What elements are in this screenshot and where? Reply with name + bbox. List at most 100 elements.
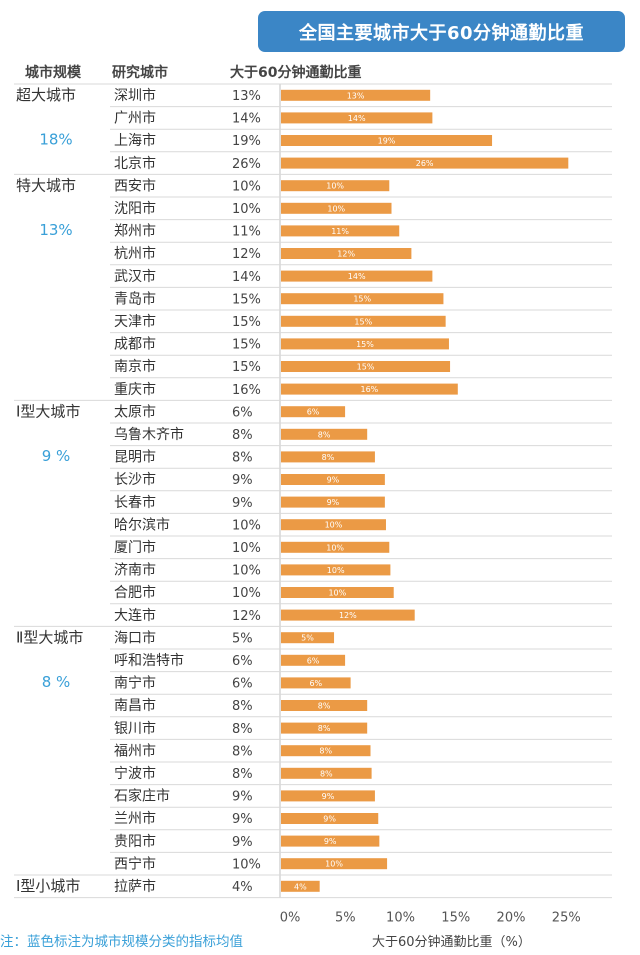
- bar-青岛市: [281, 293, 444, 305]
- bar-天津市: [281, 315, 446, 327]
- city-label: 乌鲁木齐市: [114, 426, 184, 443]
- bar-北京市: [281, 157, 569, 169]
- bar-data-label: 15%: [353, 295, 371, 304]
- value-label: 6%: [232, 405, 253, 420]
- bar-data-label: 10%: [328, 589, 346, 598]
- bar-data-label: 10%: [326, 182, 344, 191]
- bar-南京市: [281, 361, 451, 372]
- bar-大连市: [281, 609, 415, 621]
- value-label: 9%: [232, 812, 253, 827]
- bar-杭州市: [281, 248, 412, 259]
- bar-data-label: 10%: [327, 204, 345, 213]
- bar-data-label: 11%: [331, 227, 349, 236]
- x-tick-label: 10%: [386, 911, 415, 926]
- city-label: 太原市: [114, 403, 156, 420]
- bar-data-label: 14%: [348, 114, 366, 123]
- value-label: 26%: [232, 157, 261, 172]
- bar-海口市: [281, 632, 335, 644]
- bar-广州市: [281, 112, 433, 124]
- value-label: 16%: [232, 383, 261, 398]
- group-label: 特大城市: [16, 176, 76, 194]
- value-label: 10%: [232, 179, 261, 194]
- bar-郑州市: [281, 225, 400, 237]
- bar-昆明市: [281, 451, 375, 463]
- header-city-size: 城市规模: [25, 65, 81, 81]
- value-label: 8%: [232, 767, 253, 782]
- bar-data-label: 4%: [294, 882, 307, 891]
- value-label: 15%: [232, 292, 261, 307]
- city-label: 海口市: [114, 629, 156, 646]
- value-label: 4%: [232, 880, 253, 895]
- value-label: 19%: [232, 134, 261, 149]
- value-label: 9%: [232, 473, 253, 488]
- bar-南昌市: [281, 700, 368, 711]
- x-tick-label: 15%: [441, 911, 470, 926]
- city-label: 福州市: [114, 742, 156, 759]
- x-tick-label: 25%: [552, 911, 581, 926]
- city-label: 拉萨市: [114, 878, 156, 895]
- city-label: 广州市: [114, 110, 156, 127]
- bar-长春市: [281, 496, 385, 508]
- value-label: 10%: [232, 857, 261, 872]
- bar-成都市: [281, 338, 449, 350]
- bar-深圳市: [281, 89, 431, 101]
- bar-data-label: 8%: [318, 430, 331, 439]
- value-label: 12%: [232, 247, 261, 262]
- city-label: 深圳市: [114, 87, 156, 104]
- bar-data-label: 9%: [327, 476, 340, 485]
- city-label: 宁波市: [114, 765, 156, 782]
- bar-data-label: 15%: [357, 363, 375, 372]
- bar-data-label: 9%: [327, 498, 340, 507]
- value-label: 9%: [232, 835, 253, 850]
- group-label: 超大城市: [16, 86, 76, 104]
- bar-data-label: 10%: [327, 566, 345, 575]
- city-label: 北京市: [114, 155, 156, 172]
- bar-data-label: 5%: [301, 634, 314, 643]
- city-label: 济南市: [114, 562, 156, 579]
- x-tick-label: 0%: [280, 911, 301, 926]
- bar-拉萨市: [281, 880, 320, 892]
- city-label: 厦门市: [114, 539, 156, 556]
- city-label: 长沙市: [114, 471, 156, 488]
- city-label: 天津市: [114, 313, 156, 330]
- city-label: 哈尔滨市: [114, 516, 170, 533]
- value-label: 12%: [232, 609, 261, 624]
- bar-data-label: 6%: [307, 408, 320, 417]
- city-label: 青岛市: [114, 290, 156, 307]
- chart-title: 全国主要城市大于60分钟通勤比重: [258, 11, 625, 52]
- value-label: 15%: [232, 360, 261, 375]
- bar-南宁市: [281, 677, 351, 689]
- city-label: 昆明市: [114, 449, 156, 466]
- value-label: 15%: [232, 338, 261, 353]
- city-label: 银川市: [114, 720, 156, 737]
- city-label: 上海市: [114, 132, 156, 149]
- bar-宁波市: [281, 767, 372, 779]
- value-label: 10%: [232, 518, 261, 533]
- value-label: 10%: [232, 541, 261, 556]
- city-label: 南宁市: [114, 675, 156, 692]
- x-tick-label: 5%: [335, 911, 356, 926]
- bar-武汉市: [281, 270, 433, 282]
- group-label: Ⅱ型大城市: [16, 628, 83, 646]
- city-label: 贵阳市: [114, 833, 156, 850]
- bar-data-label: 6%: [307, 656, 320, 665]
- bar-呼和浩特市: [281, 654, 346, 666]
- city-label: 重庆市: [114, 381, 156, 398]
- bar-data-label: 8%: [322, 453, 335, 462]
- group-mean-label: 8 %: [42, 673, 71, 691]
- value-label: 6%: [232, 677, 253, 692]
- city-label: 呼和浩特市: [114, 652, 184, 669]
- city-label: 兰州市: [114, 810, 156, 827]
- bar-data-label: 8%: [319, 747, 332, 756]
- bar-data-label: 14%: [348, 272, 366, 281]
- bar-银川市: [281, 722, 368, 734]
- group-mean-label: 9 %: [42, 447, 71, 465]
- value-label: 8%: [232, 451, 253, 466]
- bar-data-label: 19%: [378, 137, 396, 146]
- city-label: 南京市: [114, 358, 156, 375]
- bar-济南市: [281, 564, 391, 576]
- value-label: 13%: [232, 89, 261, 104]
- city-label: 大连市: [114, 607, 156, 624]
- bar-上海市: [281, 135, 493, 146]
